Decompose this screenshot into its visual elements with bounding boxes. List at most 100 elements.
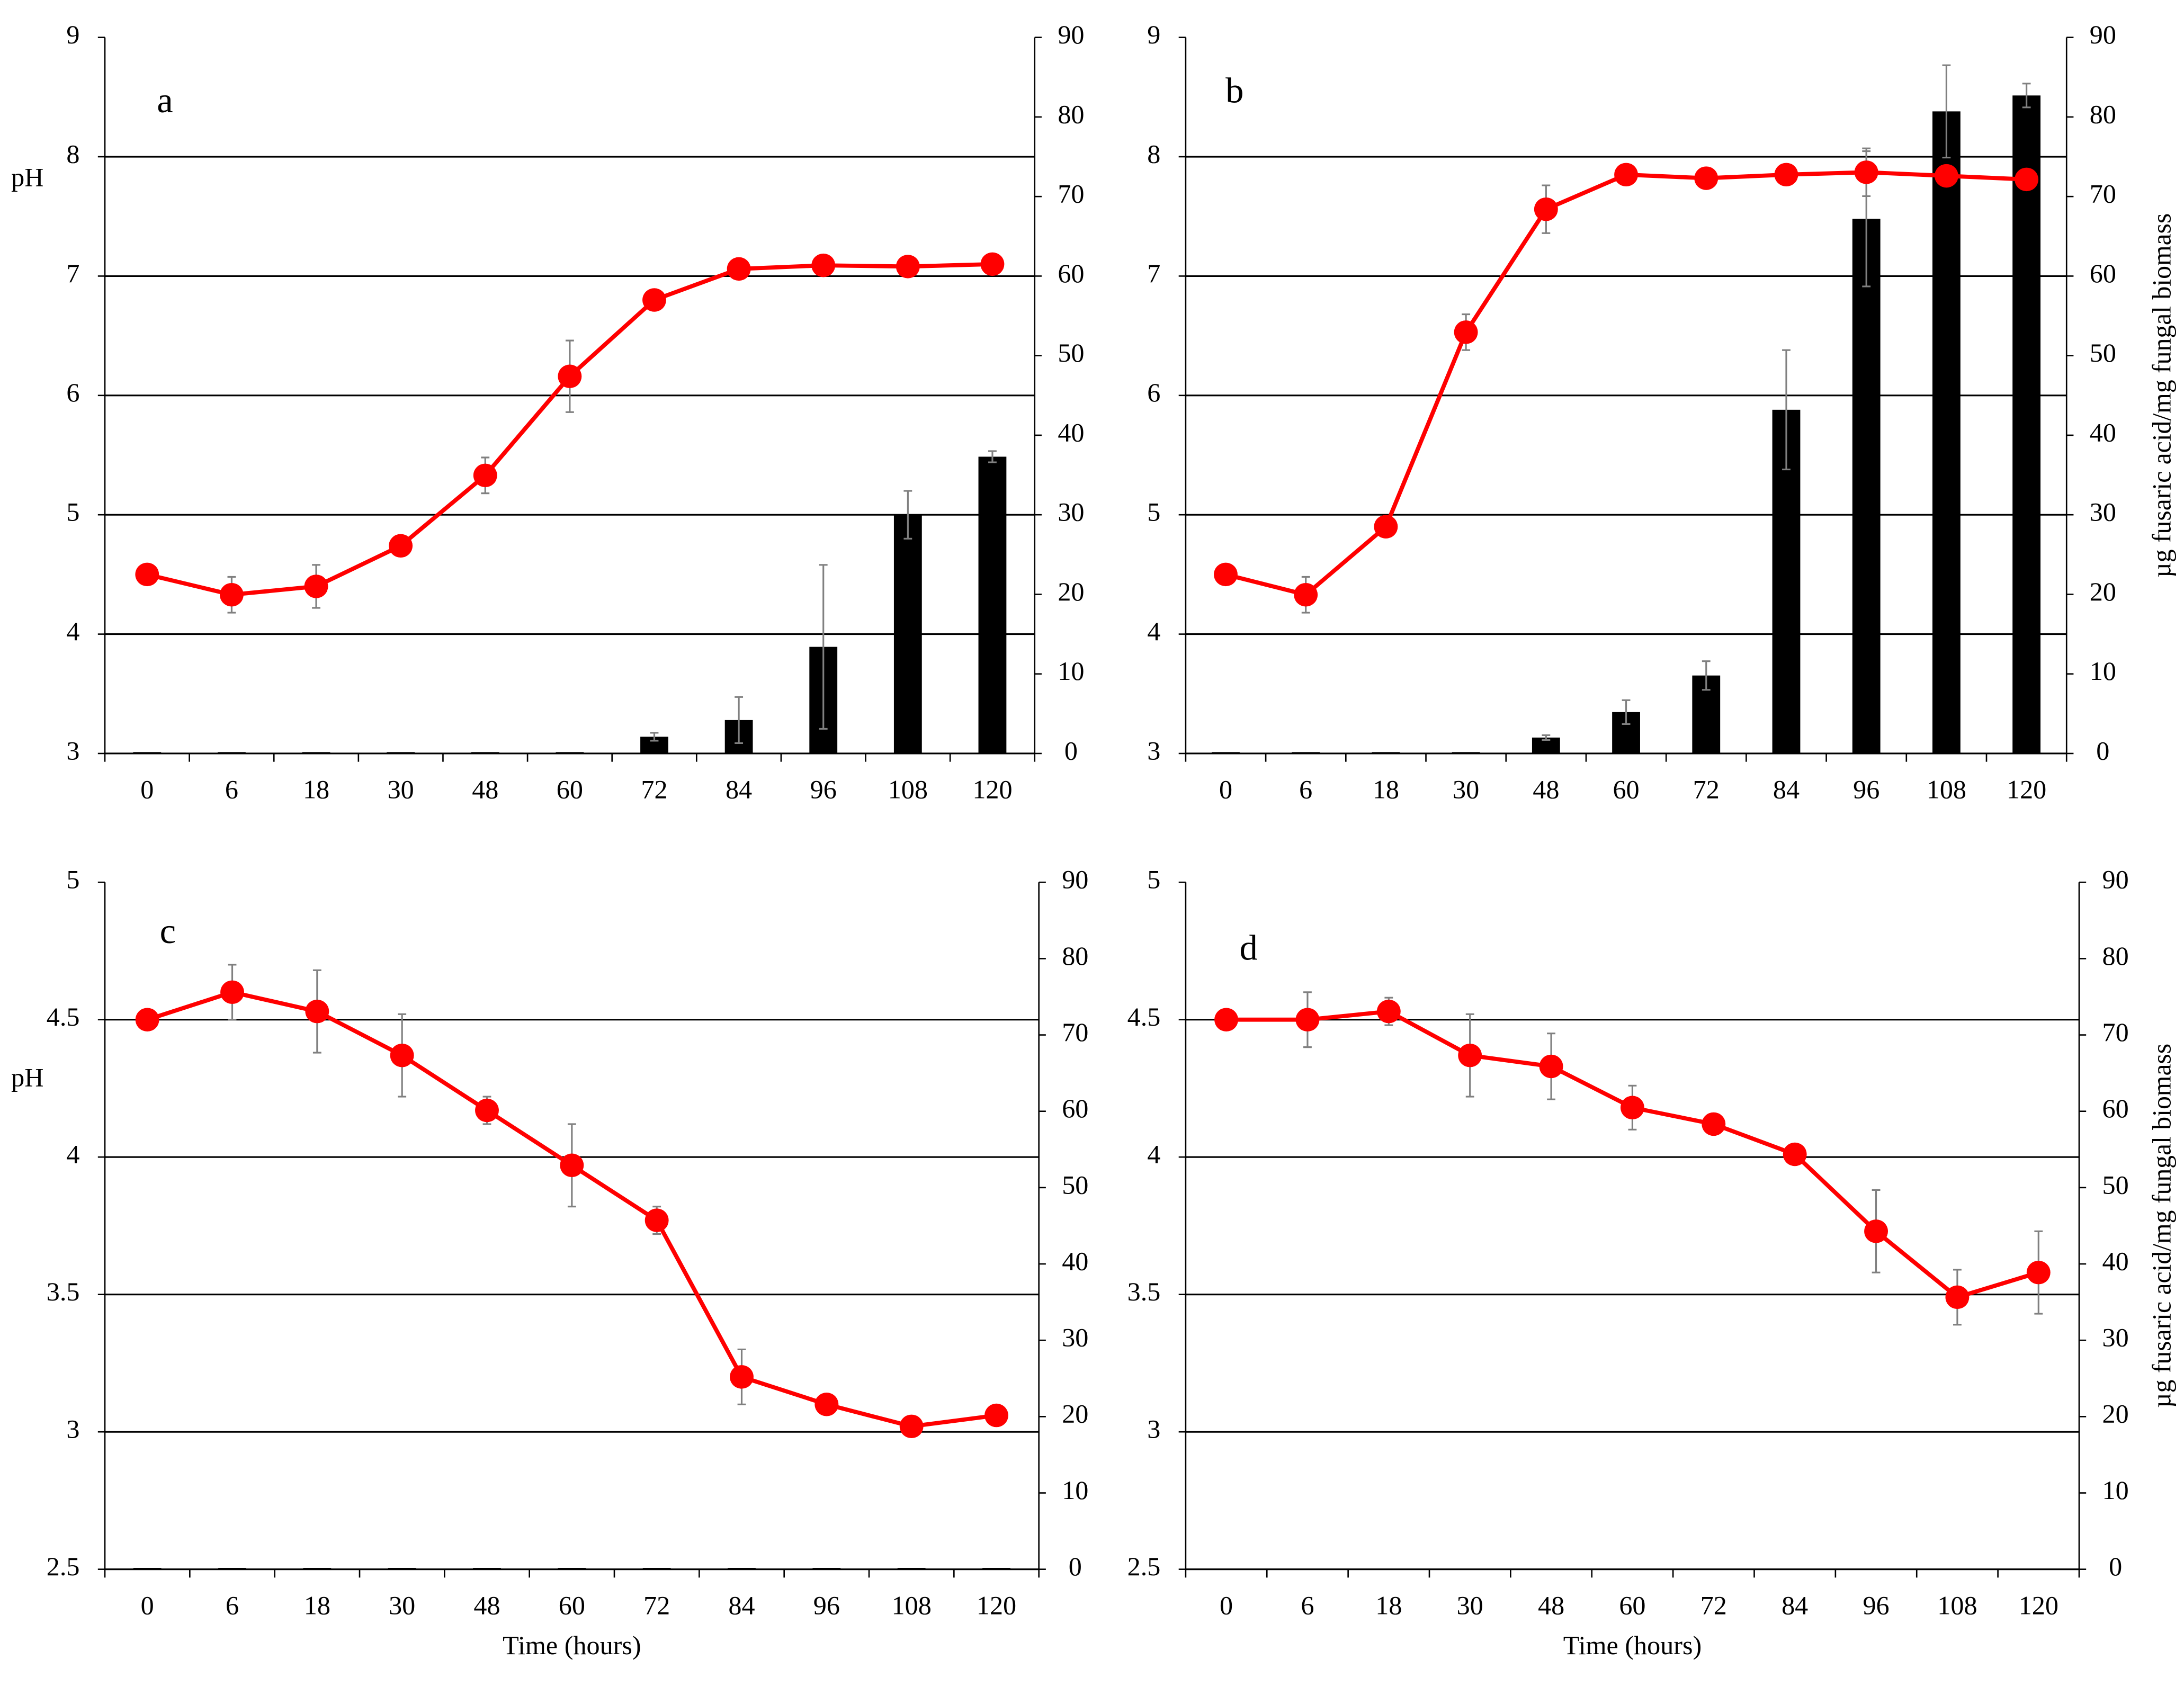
y2-tick-label: 90 bbox=[1062, 865, 1088, 894]
point bbox=[390, 1043, 414, 1067]
point bbox=[219, 582, 244, 607]
bar bbox=[1292, 752, 1320, 753]
bar bbox=[1452, 752, 1480, 753]
y-tick-label: 4.5 bbox=[1127, 1002, 1161, 1031]
error-bar bbox=[2022, 83, 2031, 109]
bar bbox=[133, 752, 162, 753]
x-tick-label: 0 bbox=[141, 1591, 154, 1620]
point bbox=[475, 1098, 499, 1123]
y-tick-label: 3.5 bbox=[1127, 1277, 1161, 1306]
error-bar bbox=[1942, 64, 1951, 159]
bar bbox=[1372, 752, 1400, 753]
point bbox=[560, 1153, 584, 1178]
x-tick-label: 48 bbox=[1533, 775, 1559, 804]
error-bar bbox=[650, 732, 659, 742]
y2-tick-label: 50 bbox=[1058, 338, 1084, 367]
y2-tick-label: 60 bbox=[2090, 259, 2116, 288]
y2-axis-title: µg fusaric acid/mg fungal biomass bbox=[2147, 213, 2176, 578]
x-tick-label: 30 bbox=[389, 1591, 415, 1620]
y2-tick-label: 30 bbox=[1062, 1323, 1088, 1352]
y2-tick-label: 60 bbox=[1058, 259, 1084, 288]
y-tick-label: 4 bbox=[66, 1140, 79, 1169]
point bbox=[135, 1008, 159, 1031]
y2-tick-label: 50 bbox=[1062, 1170, 1088, 1199]
point bbox=[473, 463, 497, 488]
point bbox=[1374, 515, 1398, 539]
x-tick-label: 60 bbox=[559, 1591, 585, 1620]
x-tick-label: 60 bbox=[1619, 1591, 1645, 1620]
x-tick-label: 72 bbox=[643, 1591, 670, 1620]
point bbox=[135, 562, 159, 587]
point bbox=[1214, 562, 1238, 587]
y-tick-label: 3 bbox=[66, 737, 79, 766]
bar bbox=[387, 752, 415, 753]
y-axis-title: pH bbox=[11, 1063, 43, 1092]
y2-tick-label: 0 bbox=[2109, 1552, 2122, 1581]
point bbox=[899, 1414, 924, 1439]
line bbox=[146, 990, 997, 1429]
error-bar bbox=[1782, 349, 1791, 471]
y2-tick-label: 40 bbox=[1062, 1247, 1088, 1276]
bar bbox=[2012, 95, 2041, 753]
x-tick-label: 48 bbox=[472, 775, 498, 804]
point bbox=[1864, 1219, 1888, 1243]
bar bbox=[1212, 752, 1240, 753]
point bbox=[984, 1403, 1008, 1428]
point bbox=[220, 980, 244, 1004]
x-tick-label: 120 bbox=[2019, 1591, 2058, 1620]
y2-tick-label: 70 bbox=[2102, 1018, 2129, 1047]
y-tick-label: 4.5 bbox=[47, 1002, 80, 1031]
x-tick-label: 108 bbox=[1937, 1591, 1977, 1620]
point bbox=[389, 534, 413, 558]
y-tick-label: 2.5 bbox=[1127, 1552, 1161, 1581]
point bbox=[814, 1393, 839, 1416]
panel-label: d bbox=[1240, 928, 1258, 968]
y2-tick-label: 60 bbox=[1062, 1094, 1088, 1123]
panel-label: a bbox=[157, 80, 173, 120]
bar bbox=[1932, 111, 1961, 753]
x-tick-label: 18 bbox=[1375, 1591, 1402, 1620]
bar bbox=[218, 1568, 246, 1569]
y2-tick-label: 90 bbox=[2090, 20, 2116, 49]
y-tick-label: 4 bbox=[66, 617, 79, 646]
y-tick-label: 5 bbox=[66, 865, 79, 894]
x-tick-label: 120 bbox=[977, 1591, 1016, 1620]
x-tick-label: 84 bbox=[726, 775, 752, 804]
y2-tick-label: 50 bbox=[2090, 338, 2116, 367]
x-tick-label: 6 bbox=[1299, 775, 1312, 804]
point bbox=[2026, 1260, 2051, 1285]
point bbox=[896, 255, 920, 279]
y-tick-label: 7 bbox=[1147, 259, 1160, 288]
y-tick-label: 6 bbox=[66, 378, 79, 407]
point bbox=[1458, 1043, 1482, 1067]
y2-tick-label: 90 bbox=[2102, 865, 2129, 894]
point bbox=[1702, 1112, 1726, 1136]
x-tick-label: 72 bbox=[1693, 775, 1720, 804]
y2-tick-label: 10 bbox=[1058, 657, 1084, 686]
error-bar bbox=[903, 490, 912, 540]
x-axis-title: Time (hours) bbox=[1563, 1631, 1702, 1660]
bar bbox=[812, 1568, 841, 1569]
error-bar bbox=[988, 450, 997, 463]
point bbox=[1774, 163, 1798, 187]
point bbox=[1945, 1285, 1970, 1309]
y2-tick-label: 30 bbox=[1058, 498, 1084, 527]
x-tick-label: 0 bbox=[1220, 1591, 1233, 1620]
error-bar bbox=[735, 696, 744, 744]
point bbox=[642, 288, 666, 312]
bar bbox=[303, 1568, 332, 1569]
error-bar bbox=[1542, 734, 1551, 741]
point bbox=[304, 575, 328, 598]
y2-tick-label: 50 bbox=[2102, 1170, 2129, 1199]
y2-tick-label: 0 bbox=[2096, 737, 2109, 766]
x-tick-label: 18 bbox=[303, 775, 329, 804]
x-tick-label: 0 bbox=[140, 775, 154, 804]
point bbox=[811, 253, 836, 277]
y-tick-label: 9 bbox=[66, 20, 79, 49]
line bbox=[146, 262, 993, 597]
y2-tick-label: 40 bbox=[1058, 418, 1084, 447]
point bbox=[1854, 160, 1878, 184]
y-tick-label: 4 bbox=[1147, 617, 1160, 646]
